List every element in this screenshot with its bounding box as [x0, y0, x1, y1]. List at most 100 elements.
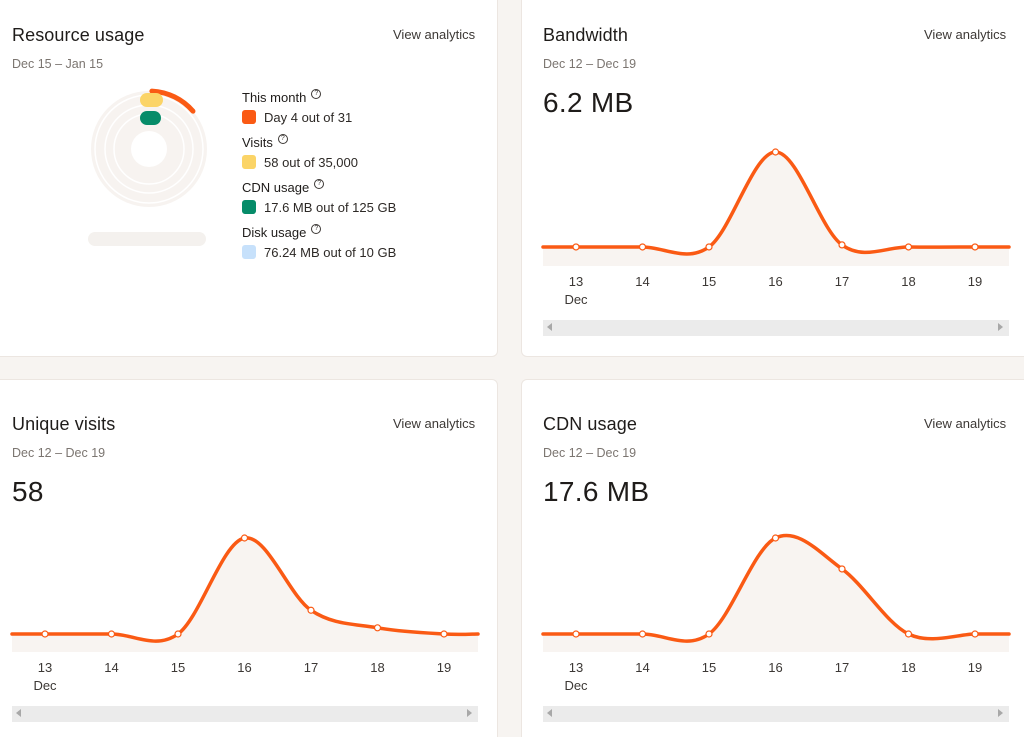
- data-point[interactable]: [838, 565, 846, 573]
- data-point[interactable]: [771, 148, 780, 156]
- data-point[interactable]: [572, 243, 580, 251]
- month-progress-arc: [149, 88, 196, 114]
- legend-label: CDN usage: [242, 179, 310, 195]
- bandwidth-card: Bandwidth View analytics Dec 12 – Dec 19…: [521, 0, 1024, 357]
- x-tick-label: 18: [901, 274, 915, 289]
- cdn-swatch: [242, 200, 256, 214]
- visits-chart: 13 14 15 16 17 18 19 Dec: [10, 534, 480, 693]
- legend-label: Disk usage: [242, 224, 307, 240]
- resource-usage-card: Resource usage View analytics Dec 15 – J…: [0, 0, 498, 357]
- data-point[interactable]: [638, 243, 647, 251]
- chart-scrollbar[interactable]: [12, 706, 478, 722]
- bandwidth-chart: 13 14 15 16 17 18 19 Dec: [541, 148, 1011, 307]
- legend-label: Visits: [242, 134, 273, 150]
- card-title: Unique visits: [12, 414, 116, 434]
- x-tick-label: 19: [437, 660, 451, 675]
- x-tick-month-label: Dec: [564, 292, 588, 307]
- scroll-left-arrow[interactable]: [547, 323, 552, 331]
- data-point[interactable]: [705, 630, 713, 638]
- loading-placeholder-bar: [88, 232, 206, 246]
- help-icon[interactable]: ?: [311, 224, 322, 234]
- card-title: Resource usage: [12, 25, 145, 45]
- help-icon[interactable]: ?: [311, 89, 322, 99]
- x-tick-label: 16: [237, 660, 251, 675]
- chart-area-fill: [12, 537, 478, 652]
- usage-legend: This month? Day 4 out of 31 Visits? 58 o…: [242, 88, 482, 268]
- legend-value: 76.24 MB out of 10 GB: [264, 244, 397, 260]
- data-point[interactable]: [41, 630, 49, 638]
- legend-disk-usage: Disk usage? 76.24 MB out of 10 GB: [242, 223, 482, 263]
- cdn-usage-card: CDN usage View analytics Dec 12 – Dec 19…: [521, 379, 1024, 737]
- data-point[interactable]: [904, 630, 913, 638]
- cdn-chart: 13 14 15 16 17 18 19 Dec: [541, 533, 1011, 693]
- legend-value: 17.6 MB out of 125 GB: [264, 199, 397, 215]
- x-tick-label: 17: [835, 274, 849, 289]
- data-point[interactable]: [107, 630, 116, 638]
- data-point[interactable]: [440, 630, 448, 638]
- unique-visits-card: Unique visits View analytics Dec 12 – De…: [0, 379, 498, 737]
- data-point[interactable]: [971, 630, 979, 638]
- x-tick-label: 19: [968, 274, 982, 289]
- month-swatch: [242, 110, 256, 124]
- visits-total: 58: [12, 476, 44, 507]
- x-tick-label: 14: [104, 660, 118, 675]
- visits-swatch: [242, 155, 256, 169]
- x-tick-label: 17: [835, 660, 849, 675]
- date-range: Dec 12 – Dec 19: [543, 57, 637, 71]
- data-point[interactable]: [705, 243, 713, 251]
- date-range: Dec 12 – Dec 19: [12, 446, 106, 460]
- data-point[interactable]: [240, 534, 249, 542]
- x-tick-month-label: Dec: [33, 678, 57, 693]
- x-tick-label: 19: [968, 660, 982, 675]
- usage-ring-chart: [88, 88, 210, 210]
- data-point[interactable]: [838, 241, 846, 249]
- chart-scrollbar[interactable]: [543, 706, 1009, 722]
- chart-scrollbar[interactable]: [543, 320, 1009, 336]
- data-point[interactable]: [638, 630, 647, 638]
- data-point[interactable]: [174, 630, 182, 638]
- x-tick-label: 15: [171, 660, 185, 675]
- x-tick-label: 15: [702, 660, 716, 675]
- legend-label: This month: [242, 89, 307, 105]
- card-title: CDN usage: [543, 414, 637, 434]
- x-tick-label: 13: [38, 660, 52, 675]
- scroll-left-arrow[interactable]: [547, 709, 552, 717]
- data-point[interactable]: [904, 243, 913, 251]
- legend-value: Day 4 out of 31: [264, 109, 353, 125]
- card-title: Bandwidth: [543, 25, 628, 45]
- x-tick-label: 16: [768, 660, 782, 675]
- x-tick-label: 13: [569, 660, 583, 675]
- legend-this-month: This month? Day 4 out of 31: [242, 88, 482, 128]
- date-range: Dec 15 – Jan 15: [12, 57, 104, 71]
- help-icon[interactable]: ?: [277, 134, 288, 144]
- view-analytics-link[interactable]: View analytics: [924, 27, 1007, 42]
- scroll-right-arrow[interactable]: [467, 709, 472, 717]
- x-tick-label: 16: [768, 274, 782, 289]
- data-point[interactable]: [307, 606, 315, 614]
- data-point[interactable]: [572, 630, 580, 638]
- x-tick-label: 14: [635, 660, 649, 675]
- chart-area-fill: [543, 151, 1009, 266]
- x-tick-label: 18: [370, 660, 384, 675]
- scroll-right-arrow[interactable]: [998, 323, 1003, 331]
- data-point[interactable]: [771, 534, 780, 542]
- data-point[interactable]: [971, 243, 979, 251]
- legend-value: 58 out of 35,000: [264, 154, 358, 170]
- legend-cdn-usage: CDN usage? 17.6 MB out of 125 GB: [242, 178, 482, 218]
- bandwidth-total: 6.2 MB: [543, 87, 634, 118]
- x-tick-month-label: Dec: [564, 678, 588, 693]
- view-analytics-link[interactable]: View analytics: [393, 416, 476, 431]
- x-tick-label: 13: [569, 274, 583, 289]
- legend-visits: Visits? 58 out of 35,000: [242, 133, 482, 173]
- help-icon[interactable]: ?: [314, 179, 325, 189]
- cdn-total: 17.6 MB: [543, 476, 650, 507]
- view-analytics-link[interactable]: View analytics: [924, 416, 1007, 431]
- scroll-left-arrow[interactable]: [16, 709, 21, 717]
- date-range: Dec 12 – Dec 19: [543, 446, 637, 460]
- view-analytics-link[interactable]: View analytics: [393, 27, 476, 42]
- x-tick-label: 14: [635, 274, 649, 289]
- scroll-right-arrow[interactable]: [998, 709, 1003, 717]
- data-point[interactable]: [373, 624, 382, 632]
- x-tick-label: 17: [304, 660, 318, 675]
- x-tick-label: 18: [901, 660, 915, 675]
